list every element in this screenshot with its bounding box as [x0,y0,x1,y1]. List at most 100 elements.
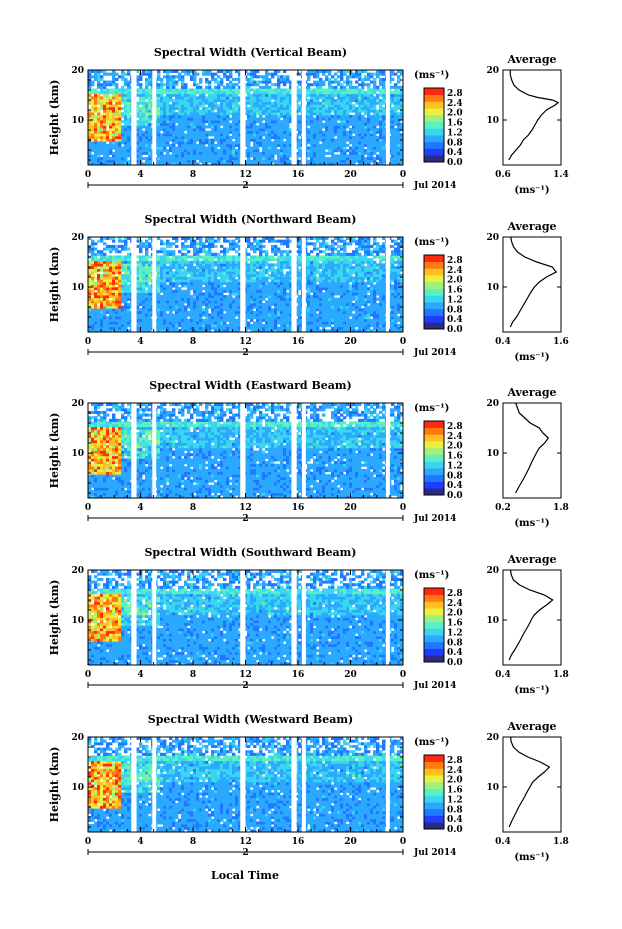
heatmap-cell [247,120,251,124]
heatmap-cell [100,157,104,161]
heatmap-cell [118,104,122,108]
heatmap-cell [256,151,260,155]
heatmap-cell [331,128,335,132]
heatmap-cell [103,237,107,241]
heatmap-cell [100,281,104,285]
heatmap-cell [202,122,206,126]
heatmap-cell [145,128,149,132]
heatmap-cell [166,258,170,262]
heatmap-cell [97,125,101,129]
heatmap-cell [364,162,368,166]
heatmap-cell [271,72,275,76]
heatmap-cell [115,271,119,275]
heatmap-cell [367,141,371,145]
heatmap-cell [277,151,281,155]
heatmap-cell [202,258,206,262]
heatmap-cell [178,135,182,140]
heatmap-cell [175,316,179,320]
heatmap-cell [277,109,281,113]
heatmap-cell [217,125,221,129]
heatmap-cell [310,117,314,121]
heatmap-cell [112,302,116,307]
heatmap-cell [208,72,212,76]
heatmap-cell [178,138,182,142]
heatmap-cell [265,109,269,113]
heatmap-cell [223,88,227,92]
heatmap-cell [100,143,104,147]
heatmap-cell [115,85,119,89]
heatmap-cell [313,128,317,132]
heatmap-cell [118,120,122,124]
heatmap-cell [178,91,182,95]
heatmap-cell [379,106,383,110]
heatmap-cell [361,122,365,126]
heatmap-cell [373,112,377,116]
heatmap-cell [277,135,281,140]
heatmap-cell [193,138,197,142]
heatmap-cell [247,151,251,155]
heatmap-cell [268,104,272,108]
heatmap-cell [244,143,248,147]
heatmap-cell [100,300,104,304]
heatmap-cell [358,141,362,145]
heatmap-cell [175,104,179,108]
heatmap-cell [103,96,107,100]
heatmap-cell [316,120,320,124]
heatmap-cell [325,128,329,132]
heatmap-cell [364,149,368,153]
heatmap-cell [238,75,242,79]
heatmap-cell [175,329,179,333]
heatmap-cell [100,324,104,328]
heatmap-cell [100,75,104,79]
heatmap-cell [268,135,272,140]
heatmap-cell [322,93,326,97]
heatmap-cell [334,91,338,95]
heatmap-cell [268,80,272,84]
heatmap-cell [343,109,347,113]
heatmap-cell [322,106,326,110]
heatmap-cell [157,268,161,272]
heatmap-cell [313,99,317,103]
heatmap-cell [181,268,185,272]
heatmap-cell [142,143,146,147]
heatmap-cell [88,292,92,296]
heatmap-cell [124,313,128,317]
heatmap-cell [97,99,101,103]
heatmap-cell [199,292,203,296]
heatmap-cell [286,96,290,100]
heatmap-cell [157,295,161,299]
heatmap-cell [226,91,230,95]
heatmap-cell [187,255,191,259]
heatmap-cell [91,80,95,84]
heatmap-cell [160,159,164,163]
heatmap-cell [307,117,311,121]
heatmap-cell [235,83,239,87]
heatmap-cell [100,101,104,105]
heatmap-cell [322,138,326,142]
heatmap-cell [136,77,140,81]
heatmap-cell [358,77,362,81]
heatmap-cell [136,284,140,288]
heatmap-cell [103,321,107,325]
heatmap-cell [100,125,104,129]
heatmap-cell [157,138,161,142]
heatmap-cell [193,133,197,137]
heatmap-cell [91,302,95,307]
heatmap-cell [175,289,179,293]
heatmap-cell [112,305,116,309]
heatmap-cell [91,122,95,126]
heatmap-cell [169,135,173,140]
heatmap-cell [295,146,299,150]
heatmap-cell [226,83,230,87]
heatmap-cell [334,133,338,137]
profile-title: Average [506,53,556,66]
heatmap-cell [202,141,206,145]
heatmap-cell [196,106,200,110]
heatmap-cell [298,106,302,110]
heatmap-cell [220,326,224,330]
heatmap-cell [349,99,353,103]
heatmap-cell [334,143,338,147]
heatmap-cell [121,263,125,267]
heatmap-cell [289,162,293,166]
heatmap-cell [121,125,125,129]
